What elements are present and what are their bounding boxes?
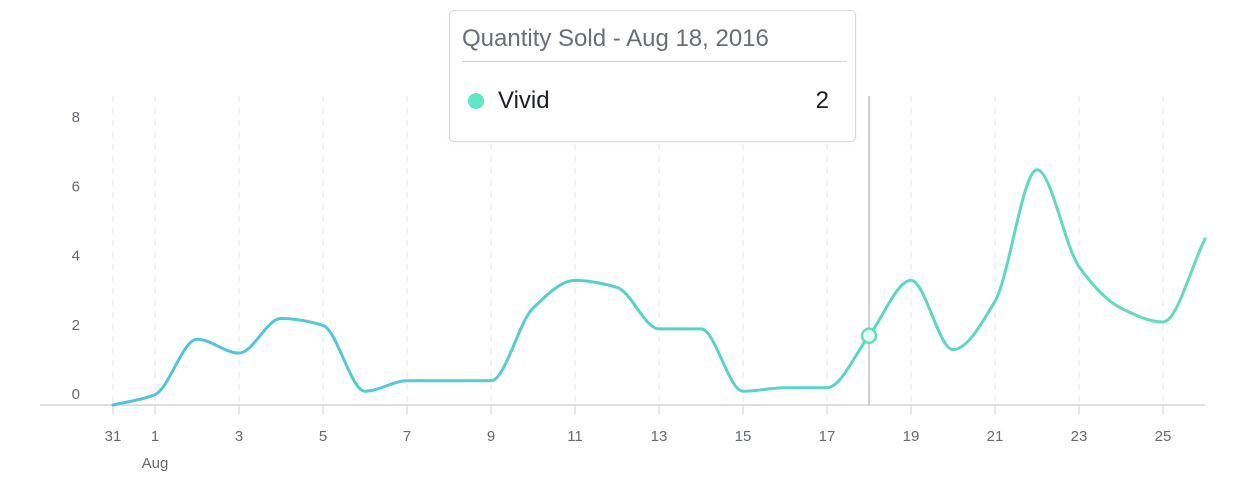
x-tick-label: 21: [987, 428, 1004, 445]
x-tick-label: 3: [235, 428, 243, 445]
highlight-marker: [860, 327, 878, 345]
y-tick-label: 2: [72, 317, 80, 334]
x-tick-label: 25: [1155, 428, 1172, 445]
x-tick-label: 31: [105, 428, 122, 445]
x-tick-label: 23: [1071, 428, 1088, 445]
x-tick-label: 11: [567, 428, 583, 445]
x-tick-label: 17: [819, 428, 836, 445]
x-tick-label: 19: [903, 428, 920, 445]
y-tick-label: 6: [72, 178, 80, 195]
y-tick-label: 4: [72, 248, 80, 265]
tooltip-title: Quantity Sold - Aug 18, 2016: [462, 25, 847, 62]
x-tick-label: 1: [151, 428, 159, 445]
chart-tooltip: Quantity Sold - Aug 18, 2016 Vivid 2: [449, 10, 856, 142]
y-tick-label: 0: [72, 386, 80, 403]
x-tick-label: 13: [651, 428, 668, 445]
tooltip-series-name: Vivid: [498, 87, 550, 114]
x-tick-label: 5: [319, 428, 327, 445]
circle-dot-icon: [468, 93, 484, 109]
y-tick-label: 8: [72, 109, 80, 126]
x-tick-label: 7: [403, 428, 411, 445]
tooltip-series-row: Vivid 2: [466, 87, 829, 117]
x-tick-sublabel: Aug: [142, 455, 169, 472]
x-tick-label: 15: [735, 428, 752, 445]
tooltip-series-value: 2: [815, 87, 829, 114]
series-line-vivid: [111, 168, 1207, 407]
x-tick-label: 9: [487, 428, 495, 445]
